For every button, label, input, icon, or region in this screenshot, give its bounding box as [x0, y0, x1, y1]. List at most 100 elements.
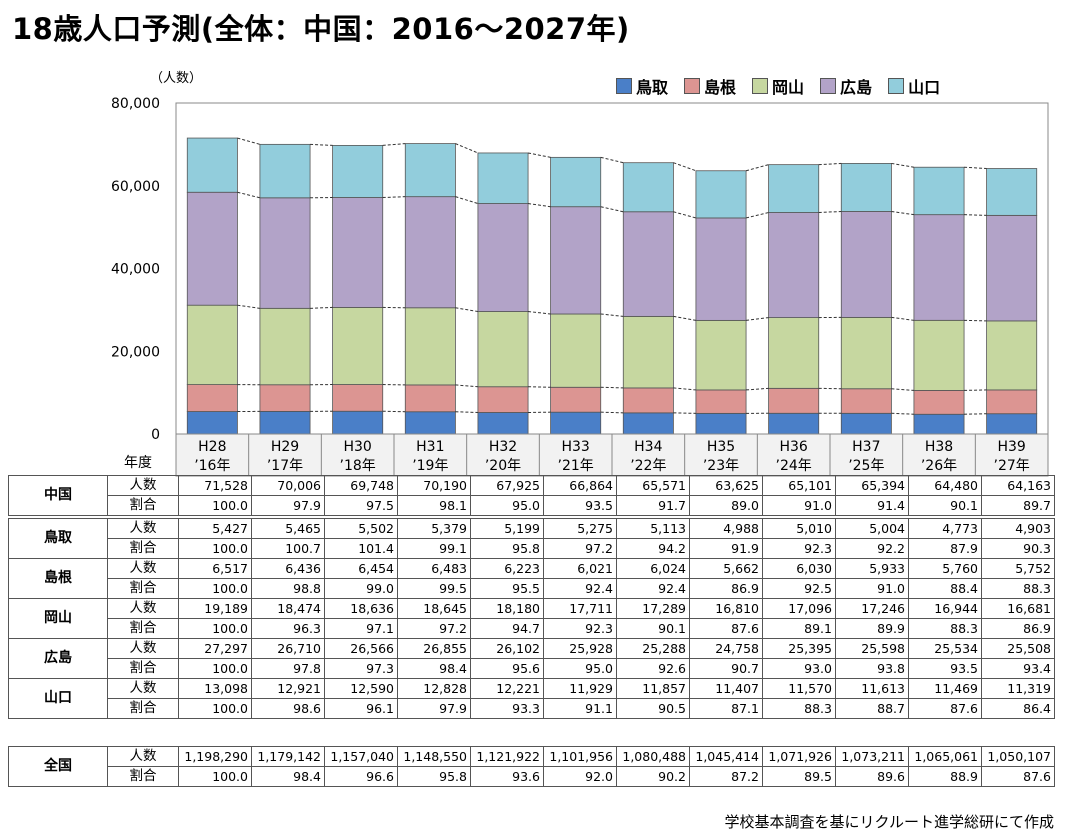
bar-segment-3 — [477, 311, 529, 388]
count-cell: 25,598 — [835, 638, 909, 659]
region-label: 全国 — [8, 746, 108, 787]
series-connector-line — [891, 412, 914, 415]
series-connector-line — [673, 162, 697, 172]
ratio-cell: 97.9 — [397, 698, 471, 719]
ratio-cell: 87.6 — [981, 766, 1055, 787]
legend-swatch — [684, 78, 701, 94]
count-cell: 25,508 — [981, 638, 1055, 659]
count-cell: 5,004 — [835, 518, 909, 539]
bar-segment-2 — [259, 384, 311, 412]
y-tick-label: 80,000 — [111, 96, 160, 112]
count-cell: 1,121,922 — [470, 746, 544, 767]
ratio-cell: 92.5 — [762, 578, 836, 599]
legend-label: 山口 — [908, 78, 941, 97]
count-cell: 5,427 — [178, 518, 252, 539]
ratio-cell: 98.1 — [397, 495, 471, 516]
ratio-cell: 92.4 — [616, 578, 690, 599]
series-connector-line — [745, 164, 769, 172]
count-cell: 5,760 — [908, 558, 982, 579]
ratio-cell: 91.7 — [616, 495, 690, 516]
ratio-cell: 99.1 — [397, 538, 471, 559]
series-connector-line — [673, 387, 696, 391]
x-tick-label: H34 — [634, 439, 662, 455]
stacked-bar-chart: 0 20,000 40,000 60,000 80,000 H28 ’16年 H29 ’17年 H… — [111, 96, 1049, 477]
x-tick-label: H31 — [416, 439, 444, 455]
count-cell: 5,662 — [689, 558, 763, 579]
bar-segment-4 — [477, 203, 529, 312]
count-cell: 11,319 — [981, 678, 1055, 699]
series-connector-line — [891, 162, 915, 168]
series-connector-line — [964, 319, 987, 322]
count-cell: 16,944 — [908, 598, 982, 619]
series-connector-line — [600, 411, 624, 414]
bar-segment-1 — [695, 412, 747, 435]
ratio-cell: 90.2 — [616, 766, 690, 787]
series-connector-line — [600, 313, 624, 317]
series-connector-line — [964, 413, 987, 415]
region-label: 中国 — [8, 475, 108, 516]
ratio-cell: 90.1 — [908, 495, 982, 516]
bar-segment-1 — [913, 413, 965, 435]
x-tick-label: H30 — [343, 439, 371, 455]
series-connector-line — [964, 166, 987, 170]
bar-segment-2 — [477, 386, 529, 413]
count-cell: 4,903 — [981, 518, 1055, 539]
bar-segment-4 — [186, 191, 238, 306]
series-connector-line — [746, 317, 769, 321]
count-cell: 25,288 — [616, 638, 690, 659]
row-kind-label: 割合 — [107, 618, 179, 639]
legend-item-hiroshima: 広島 — [820, 74, 872, 98]
table-row: 広島 人数 27,297 26,710 26,566 26,855 26,102 25,928… — [8, 638, 1055, 679]
count-cell: 6,436 — [251, 558, 325, 579]
x-tick-label: H32 — [489, 439, 517, 455]
count-cell: 25,395 — [762, 638, 836, 659]
count-cell: 24,758 — [689, 638, 763, 659]
count-cell: 5,465 — [251, 518, 325, 539]
count-cell: 1,065,061 — [908, 746, 982, 767]
series-connector-line — [818, 210, 842, 214]
count-cell: 5,010 — [762, 518, 836, 539]
ratio-cell: 90.3 — [981, 538, 1055, 559]
count-cell: 12,828 — [397, 678, 471, 699]
ratio-cell: 101.4 — [324, 538, 398, 559]
count-cell: 18,180 — [470, 598, 544, 619]
count-cell: 5,752 — [981, 558, 1055, 579]
ratio-cell: 86.9 — [689, 578, 763, 599]
bar-segment-5 — [259, 143, 311, 199]
count-cell: 1,198,290 — [178, 746, 252, 767]
bar-segment-5 — [695, 170, 747, 219]
bar-segment-4 — [768, 212, 820, 318]
legend-label: 鳥取 — [636, 78, 669, 97]
x-tick-sublabel: ’27年 — [994, 458, 1030, 474]
row-kind-label: 人数 — [107, 558, 179, 579]
table-row: 島根 人数 6,517 6,436 6,454 6,483 6,223 6,021 6,024 5… — [8, 558, 1055, 599]
ratio-cell: 97.8 — [251, 658, 325, 679]
ratio-cell: 98.6 — [251, 698, 325, 719]
ratio-cell: 100.0 — [178, 658, 252, 679]
bar-segment-5 — [404, 143, 456, 198]
ratio-cell: 87.6 — [908, 698, 982, 719]
x-tick-label: H38 — [925, 439, 953, 455]
bar-segment-3 — [332, 307, 384, 385]
ratio-cell: 91.9 — [689, 538, 763, 559]
row-kind-label: 割合 — [107, 495, 179, 516]
x-tick-sublabel: ’26年 — [921, 458, 957, 474]
series-connector-line — [455, 143, 479, 154]
count-cell: 1,157,040 — [324, 746, 398, 767]
ratio-cell: 90.5 — [616, 698, 690, 719]
count-cell: 18,645 — [397, 598, 471, 619]
ratio-cell: 92.3 — [762, 538, 836, 559]
count-cell: 67,925 — [470, 475, 544, 496]
count-cell: 12,590 — [324, 678, 398, 699]
bar-segment-1 — [768, 412, 820, 435]
bar-segment-3 — [695, 319, 747, 391]
count-cell: 1,073,211 — [835, 746, 909, 767]
y-axis-unit-label: （人数） — [150, 71, 203, 86]
series-connector-line — [528, 203, 551, 208]
count-cell: 6,223 — [470, 558, 544, 579]
ratio-cell: 89.9 — [835, 618, 909, 639]
bar-segment-3 — [622, 315, 674, 389]
count-cell: 70,190 — [397, 475, 471, 496]
count-cell: 11,613 — [835, 678, 909, 699]
x-tick-label: H35 — [707, 439, 735, 455]
